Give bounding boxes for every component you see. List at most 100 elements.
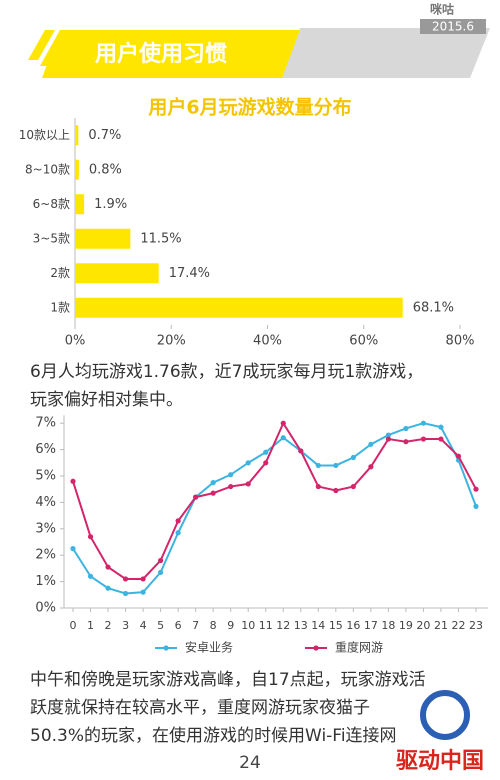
- bar: [75, 263, 159, 284]
- header-title: 用户使用习惯: [95, 41, 227, 67]
- x-tick-label: 20: [416, 619, 430, 632]
- point: [140, 589, 146, 595]
- x-tick-label: 11: [259, 619, 273, 632]
- date: 2015.6: [432, 20, 474, 34]
- point: [298, 448, 304, 454]
- paragraph-line: 跃度就保持在较高水平，重度网游玩家夜猫子: [30, 698, 370, 718]
- page-number: 24: [239, 753, 261, 773]
- point: [245, 481, 251, 487]
- point: [87, 573, 94, 579]
- point: [385, 436, 391, 442]
- x-tick-label: 0: [70, 619, 77, 632]
- paragraph-line: 中午和傍晚是玩家游戏高峰，自17点起，玩家游戏活: [30, 670, 426, 690]
- bar: [75, 228, 131, 249]
- y-tick-label: 0%: [35, 601, 56, 616]
- x-tick-label: 13: [294, 619, 308, 632]
- x-tick-label: 10: [241, 619, 255, 632]
- point: [228, 483, 234, 490]
- y-tick-label: 2款: [50, 266, 70, 280]
- point: [385, 432, 391, 438]
- point: [245, 460, 251, 466]
- point: [280, 435, 286, 441]
- value-label: 1.9%: [94, 197, 127, 212]
- point: [403, 439, 409, 445]
- x-tick-label: 14: [311, 619, 325, 632]
- legend-swatch: [313, 645, 319, 651]
- bar: [75, 125, 79, 146]
- y-tick-label: 5%: [35, 469, 56, 484]
- x-tick-label: 6: [175, 619, 182, 632]
- point: [350, 483, 356, 490]
- bar: [75, 194, 85, 215]
- legend-label: 安卓业务: [185, 640, 233, 655]
- x-tick-label: 1: [87, 619, 94, 632]
- logo: 咪咕: [430, 2, 454, 17]
- point: [438, 436, 444, 442]
- point: [420, 436, 427, 442]
- header-tab: [42, 30, 300, 78]
- x-tick-label: 3: [122, 619, 129, 632]
- point: [158, 569, 164, 575]
- point: [210, 480, 216, 486]
- x-tick-label: 15: [329, 619, 343, 632]
- point: [228, 472, 234, 478]
- x-tick-label: 7: [192, 619, 199, 632]
- header-stripe: [40, 30, 68, 66]
- point: [368, 464, 374, 470]
- y-tick-label: 4%: [35, 495, 56, 510]
- legend-swatch: [163, 645, 169, 651]
- point: [193, 494, 199, 500]
- point: [175, 530, 181, 536]
- x-tick-label: 2: [105, 619, 112, 632]
- date-box: [420, 19, 486, 34]
- point: [368, 441, 374, 447]
- point: [333, 487, 339, 494]
- point: [333, 462, 339, 469]
- value-label: 11.5%: [140, 231, 181, 246]
- y-tick-label: 6%: [35, 442, 56, 457]
- point: [122, 590, 129, 597]
- x-tick-label: 4: [140, 619, 147, 632]
- y-tick-label: 1款: [50, 300, 70, 314]
- point: [315, 483, 321, 490]
- x-tick-label: 12: [276, 619, 290, 632]
- x-tick-label: 18: [381, 619, 395, 632]
- point: [473, 486, 479, 492]
- y-tick-label: 7%: [35, 416, 56, 431]
- y-tick-label: 2%: [35, 548, 56, 563]
- value-label: 17.4%: [169, 266, 210, 281]
- x-tick-label: 22: [451, 619, 465, 632]
- point: [70, 478, 76, 484]
- point: [438, 424, 444, 430]
- y-tick-label: 6~8款: [33, 197, 70, 211]
- point: [350, 454, 356, 461]
- point: [105, 564, 111, 570]
- chart-title: 用户6月玩游戏数量分布: [148, 96, 351, 119]
- point: [140, 576, 146, 582]
- bar: [75, 159, 79, 180]
- point: [263, 460, 269, 466]
- x-tick-label: 21: [434, 619, 448, 632]
- x-tick-label: 17: [364, 619, 378, 632]
- point: [210, 490, 216, 496]
- y-tick-label: 8~10款: [25, 162, 70, 176]
- x-tick-label: 0%: [65, 334, 86, 349]
- value-label: 0.8%: [89, 162, 122, 177]
- watermark: 驱动中国: [396, 749, 484, 774]
- point: [280, 420, 286, 426]
- x-tick-label: 23: [469, 619, 483, 632]
- series-line: [72, 422, 477, 595]
- point: [122, 576, 129, 582]
- x-tick-label: 5: [157, 619, 164, 632]
- point: [175, 518, 181, 524]
- x-tick-label: 20%: [157, 334, 186, 349]
- point: [87, 534, 94, 540]
- series-line: [72, 421, 477, 580]
- point: [70, 546, 76, 552]
- x-tick-label: 9: [227, 619, 234, 632]
- legend-label: 重度网游: [335, 640, 383, 655]
- y-tick-label: 1%: [35, 574, 56, 589]
- x-tick-label: 8: [210, 619, 217, 632]
